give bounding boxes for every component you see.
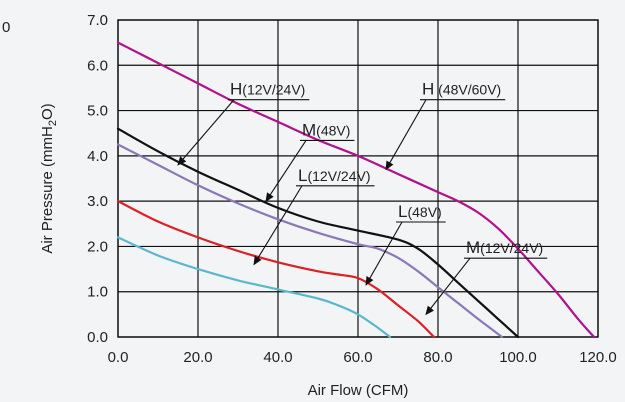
annotation-label-l-12v-24v: L(12V/24V) xyxy=(298,166,371,185)
curve-l-12v-24v xyxy=(116,200,436,339)
curve-m-12v-24v xyxy=(116,236,392,339)
annotation-arrow xyxy=(265,140,307,202)
annotation-arrow xyxy=(365,221,403,286)
tick-labels: 0.0 20.0 40.0 60.0 80.0 100.0 120.0 0.0 1.0 2.0 3.… xyxy=(87,12,617,366)
annotation-label-m-12v-24v: M(12V/24V) xyxy=(466,238,543,257)
annotation-m-12v-24v: M(12V/24V) xyxy=(425,238,548,316)
x-tick-label: 40.0 xyxy=(263,349,292,366)
curve-m-48v xyxy=(116,143,504,339)
annotation-label-h-48v-60v: H (48V/60V) xyxy=(422,80,501,99)
annotation-l-12v-24v: L(12V/24V) xyxy=(253,166,375,266)
y-tick-label: 7.0 xyxy=(87,12,108,29)
x-tick-label: 120.0 xyxy=(579,349,617,366)
stray-label: 0 xyxy=(2,19,10,36)
annotation-l-48v: L(48V) xyxy=(365,202,446,286)
y-tick-label: 1.0 xyxy=(87,284,108,301)
x-tick-label: 100.0 xyxy=(499,349,537,366)
annotation-h-12v-24v: H(12V/24V) xyxy=(177,80,310,166)
x-axis-title: Air Flow (CFM) xyxy=(308,382,409,399)
x-tick-label: 20.0 xyxy=(183,349,212,366)
annotation-label-h-12v-24v: H(12V/24V) xyxy=(230,80,305,99)
y-tick-label: 5.0 xyxy=(87,103,108,120)
y-axis-title: Air Pressure (mmH2O) xyxy=(39,103,59,253)
annotation-arrow xyxy=(177,99,235,166)
plot-frame xyxy=(117,19,599,338)
y-tick-label: 6.0 xyxy=(87,57,108,74)
x-tick-label: 60.0 xyxy=(343,349,372,366)
annotation-label-l-48v: L(48V) xyxy=(398,202,442,221)
annotation-arrow xyxy=(385,99,427,171)
y-tick-label: 2.0 xyxy=(87,238,108,255)
curve-h-48v-60v xyxy=(116,41,596,339)
x-tick-label: 80.0 xyxy=(423,349,452,366)
x-tick-label: 0.0 xyxy=(108,349,129,366)
annotations: H(12V/24V) H (48V/60V) M(48V) L(12V/24V) L(4… xyxy=(177,80,548,316)
grid-lines xyxy=(117,19,599,338)
annotation-label-m-48v: M(48V) xyxy=(302,120,350,139)
annotation-h-48v-60v: H (48V/60V) xyxy=(385,80,506,171)
y-tick-label: 4.0 xyxy=(87,148,108,165)
annotation-arrow xyxy=(425,257,471,316)
y-tick-label: 3.0 xyxy=(87,193,108,210)
annotation-m-48v: M(48V) xyxy=(265,120,355,202)
y-tick-label: 0.0 xyxy=(87,329,108,346)
curves xyxy=(116,41,596,339)
curve-h-12v-24v xyxy=(116,127,520,339)
annotation-arrow xyxy=(253,185,303,266)
